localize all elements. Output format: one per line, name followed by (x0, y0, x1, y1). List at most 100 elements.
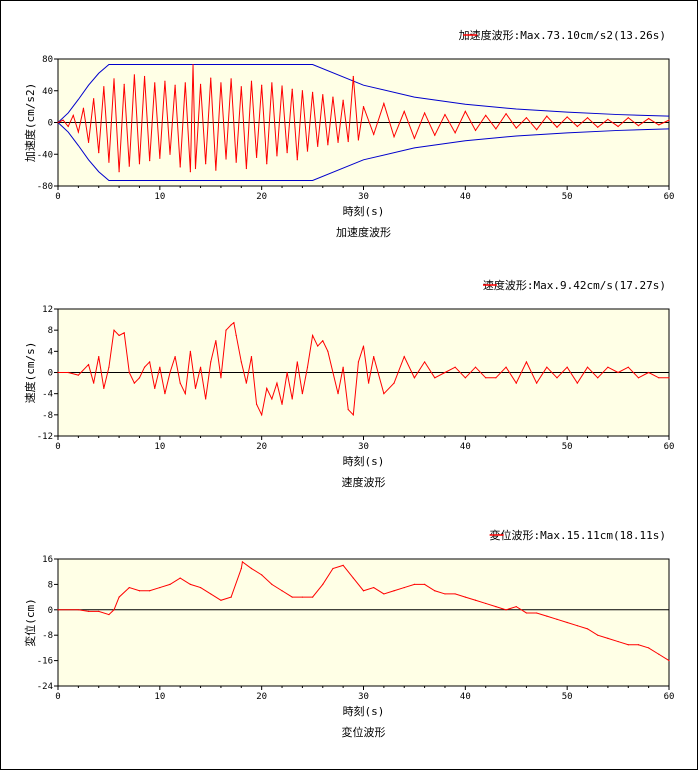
data-point (525, 117, 528, 119)
data-point (261, 574, 263, 576)
data-point (597, 377, 599, 379)
data-point (515, 606, 517, 608)
data-point (485, 114, 487, 116)
data-point (627, 366, 629, 368)
data-point (108, 161, 110, 163)
data-point (199, 366, 202, 368)
data-point (230, 596, 232, 598)
data-point (250, 567, 253, 570)
data-point (164, 393, 166, 395)
data-point (393, 136, 395, 138)
data-point (311, 334, 314, 337)
data-point (143, 366, 146, 368)
data-point (332, 371, 334, 374)
y-tick-label: 16 (42, 555, 53, 565)
data-point (57, 121, 59, 124)
envelope-upper-line (57, 64, 670, 123)
x-tick-label: 30 (358, 692, 369, 702)
data-point (255, 156, 258, 159)
x-tick-label: 0 (55, 192, 60, 202)
data-point (607, 637, 609, 639)
data-point (154, 82, 156, 84)
data-point (301, 90, 303, 92)
legend-entry: 加速度波形:Max.73.10cm/s2(13.26s) (459, 28, 666, 42)
data-point (240, 86, 242, 88)
data-point (322, 94, 324, 96)
data-point (525, 612, 528, 614)
x-tick-label: 50 (562, 442, 573, 452)
data-point (322, 340, 324, 342)
data-point (362, 345, 365, 347)
y-tick-label: -16 (37, 657, 53, 667)
series-line (57, 64, 670, 172)
data-point (413, 377, 416, 379)
series-line (58, 321, 669, 417)
data-point (133, 382, 135, 384)
data-point (108, 613, 110, 616)
x-tick-label: 20 (256, 692, 267, 702)
data-point (118, 334, 120, 337)
data-point (347, 140, 349, 143)
data-point (118, 171, 120, 173)
data-point (281, 590, 283, 592)
data-point (87, 363, 90, 366)
data-point (362, 590, 365, 592)
data-point (464, 377, 466, 379)
data-point (255, 403, 258, 405)
data-point (393, 590, 395, 592)
data-point (169, 583, 171, 586)
data-point (154, 387, 156, 389)
data-point (271, 583, 273, 586)
legend-entry: 変位波形:Max.15.11cm(18.11s) (490, 528, 666, 542)
data-point (123, 83, 125, 85)
data-point (444, 113, 446, 116)
data-point (337, 393, 339, 395)
data-point (658, 124, 660, 126)
data-point (77, 374, 79, 376)
data-point (276, 382, 278, 384)
data-point (648, 647, 650, 649)
data-point (57, 371, 59, 374)
data-point (281, 403, 283, 405)
data-point (322, 583, 324, 586)
data-point (367, 382, 370, 384)
data-point (454, 593, 456, 595)
data-point (199, 83, 202, 85)
data-point (306, 150, 309, 152)
data-point (184, 393, 186, 395)
data-point (337, 141, 339, 143)
data-point (495, 377, 497, 379)
data-point (485, 602, 487, 605)
data-point (169, 153, 171, 155)
data-point (225, 158, 227, 160)
legend-entry: 速度波形:Max.9.42cm/s(17.27s) (483, 278, 666, 292)
data-point (240, 361, 242, 363)
data-point (67, 125, 69, 128)
data-point (546, 115, 548, 117)
y-axis-label: 変位(cm) (23, 598, 37, 647)
data-point (93, 98, 95, 100)
data-point (72, 114, 74, 116)
data-point (342, 366, 344, 368)
data-point (474, 366, 477, 368)
y-tick-label: 0 (48, 606, 53, 616)
y-tick-label: 4 (48, 347, 53, 357)
data-point (179, 166, 181, 168)
data-point (342, 564, 344, 566)
data-point (586, 117, 589, 119)
data-point (607, 118, 609, 120)
x-tick-label: 60 (664, 692, 675, 702)
data-point (576, 125, 578, 128)
data-point (113, 78, 115, 80)
data-point (230, 324, 232, 326)
y-tick-label: 12 (42, 305, 53, 315)
data-point (648, 371, 650, 374)
data-point (113, 329, 115, 331)
data-point (383, 593, 385, 595)
data-point (245, 167, 247, 170)
data-point (658, 653, 660, 655)
data-point (271, 82, 273, 84)
data-point (194, 387, 197, 389)
data-point (113, 609, 115, 611)
x-tick-label: 40 (460, 442, 471, 452)
